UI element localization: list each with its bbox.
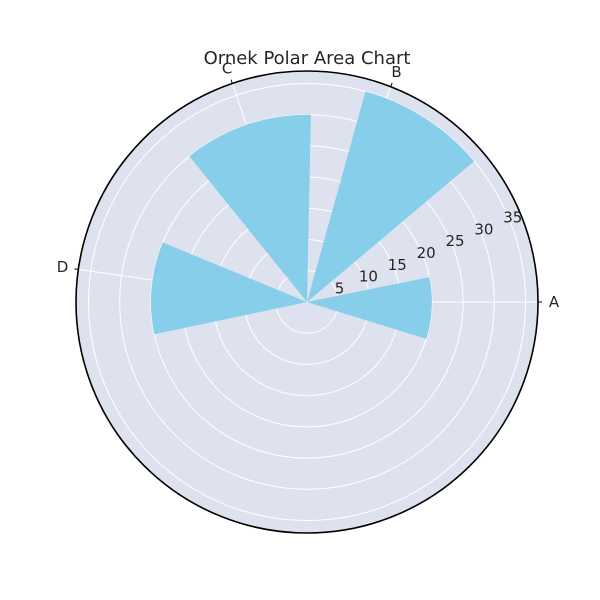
r-tick-label-30: 30 [474, 220, 493, 238]
bars [150, 91, 475, 339]
plot-border [75, 70, 539, 534]
r-tick-label-5: 5 [335, 280, 345, 298]
bar-D [150, 242, 307, 335]
bar-A [307, 277, 432, 339]
r-tick-label-15: 15 [388, 256, 407, 274]
radial-tick-labels: 5 10 15 20 25 30 35 [335, 208, 523, 297]
r-tick-label-35: 35 [503, 208, 522, 226]
category-label-D: D [57, 258, 69, 276]
category-label-B: B [391, 63, 401, 81]
bar-B [307, 91, 475, 302]
r-tick-label-10: 10 [359, 268, 378, 286]
category-label-A: A [549, 293, 560, 311]
r-tick-label-20: 20 [417, 244, 436, 262]
r-tick-label-25: 25 [446, 232, 465, 250]
bar-C [189, 114, 311, 302]
category-label-C: C [222, 59, 232, 77]
chart-title: Ornek Polar Area Chart [204, 48, 411, 69]
